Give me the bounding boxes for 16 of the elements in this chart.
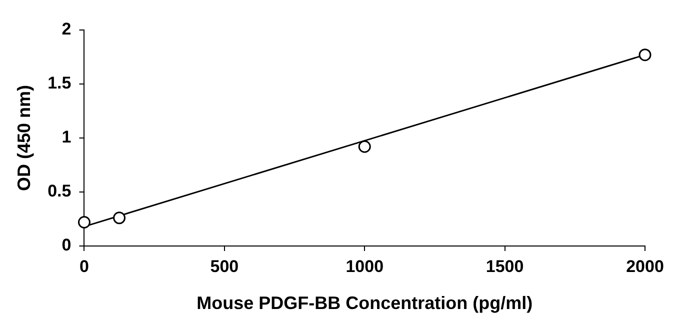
y-tick-label: 0.5 [48, 182, 72, 201]
x-tick-label: 1000 [346, 256, 384, 276]
y-tick-label: 0 [62, 236, 72, 255]
point [358, 140, 371, 153]
point [638, 48, 652, 62]
x-tick-label: 1500 [486, 256, 524, 276]
y-tick-label: 1.5 [48, 74, 72, 93]
y-tick-label: 1 [62, 128, 72, 147]
x-tick-label: 500 [210, 256, 239, 276]
x-tick-label: 0 [80, 256, 89, 276]
x-tick-label: 2000 [626, 256, 664, 276]
y-axis-title: OD (450 nm) [14, 84, 34, 192]
x-axis-title: Mouse PDGF-BB Concentration (pg/ml) [196, 293, 533, 314]
point [113, 212, 126, 224]
point [78, 216, 90, 228]
y-tick-label: 2 [62, 20, 72, 39]
